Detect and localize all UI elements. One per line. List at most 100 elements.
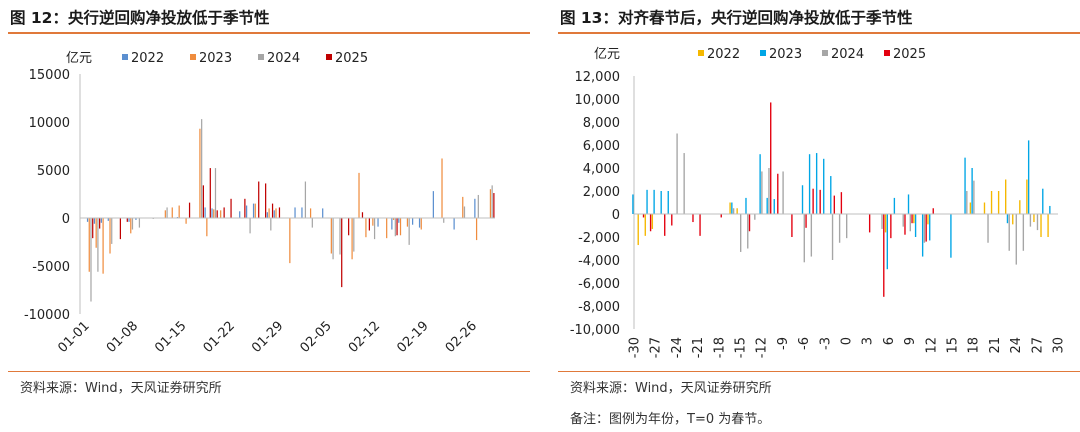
y-axis-unit: 亿元 [66, 51, 92, 66]
bar [637, 214, 639, 246]
y-tick-label: -8,000 [578, 300, 620, 315]
bar [252, 203, 255, 218]
legend-label: 2024 [831, 47, 864, 62]
bar [803, 214, 805, 263]
chart-panel-right: 图 13：对齐春节后，央行逆回购净投放低于季节性 亿元 2022 2023 2024 2… [550, 0, 1080, 432]
x-tick-label: 9 [903, 337, 918, 345]
bar [90, 218, 92, 302]
bar [489, 189, 492, 218]
x-tick-label: -18 [712, 337, 727, 358]
bar [107, 218, 109, 221]
bar [909, 214, 911, 232]
bar [651, 214, 654, 229]
bar [881, 214, 883, 229]
legend-label: 2022 [707, 47, 740, 62]
bar [925, 214, 927, 242]
bar [373, 218, 376, 240]
bar [201, 119, 203, 218]
bar [810, 214, 813, 257]
legend-label: 2022 [131, 51, 164, 66]
bar [164, 210, 166, 218]
y-tick-label: 5000 [37, 164, 70, 179]
bar [92, 218, 94, 239]
bar [332, 218, 334, 260]
y-tick-label: 0 [62, 212, 70, 227]
title-divider [558, 32, 1080, 34]
bar [642, 214, 645, 218]
bar [773, 199, 775, 214]
bar [929, 214, 931, 241]
bar [838, 214, 841, 243]
bar [731, 202, 733, 214]
bar [805, 214, 807, 228]
chart-title: 图 12：央行逆回购净投放低于季节性 [10, 9, 270, 27]
x-tick-label: 6 [882, 337, 897, 345]
source-divider [558, 371, 1080, 372]
x-tick-label: 01-08 [104, 319, 141, 356]
x-tick-label: 27 [1030, 337, 1045, 354]
bar [86, 218, 89, 222]
bar [812, 188, 814, 214]
x-tick-label: 15 [946, 337, 961, 354]
bar [777, 173, 779, 214]
bar [398, 218, 400, 223]
bar [99, 218, 101, 229]
bar [1015, 214, 1017, 265]
bar [720, 214, 722, 218]
bar [412, 218, 414, 225]
bar [932, 208, 934, 214]
bar [386, 218, 388, 239]
y-tick-label: 2,000 [583, 185, 620, 200]
x-tick-label: 18 [967, 337, 982, 354]
bar [372, 218, 374, 226]
x-tick-label: -6 [797, 337, 812, 350]
bar [244, 198, 246, 218]
source-text: 资料来源：Wind，天风证券研究所 [20, 381, 222, 396]
bar [868, 214, 871, 233]
x-tick-label: -21 [691, 337, 706, 358]
bar [846, 214, 848, 239]
bar [1005, 179, 1007, 214]
x-tick-label: 01-22 [201, 319, 238, 356]
bar [1029, 214, 1032, 227]
bar [202, 185, 204, 218]
bar [911, 214, 913, 224]
bar [199, 128, 201, 218]
legend-label: 2023 [769, 47, 802, 62]
bar [914, 214, 917, 237]
y-tick-label: -2,000 [578, 231, 620, 246]
legend-label: 2025 [893, 47, 926, 62]
bar [268, 208, 270, 218]
bar [216, 210, 218, 218]
y-tick-label: 8,000 [583, 116, 620, 131]
bar [1027, 140, 1030, 214]
bar [408, 218, 410, 245]
bar [664, 214, 666, 236]
bar [782, 171, 784, 214]
x-tick-label: -3 [818, 337, 833, 350]
bar [275, 208, 277, 218]
bar [88, 218, 90, 272]
bar [301, 207, 303, 218]
bar [644, 214, 646, 236]
bar [311, 218, 313, 228]
bar [660, 191, 662, 214]
bar [265, 183, 267, 218]
bar [399, 218, 402, 236]
bar [166, 207, 168, 218]
bar [808, 154, 811, 214]
x-tick-label: -12 [755, 337, 770, 358]
chart-canvas: 亿元 2022 2023 2024 2025 12,000 10,000 8,000 6,000… [570, 47, 1067, 358]
x-tick-label: 01-01 [55, 319, 92, 356]
bar [278, 207, 281, 218]
bar [1008, 214, 1010, 251]
bar [761, 171, 763, 214]
bar [768, 168, 770, 214]
bar [304, 181, 307, 218]
legend-swatch [122, 54, 128, 60]
bar [246, 205, 248, 218]
y-tick-label: -6,000 [578, 277, 620, 292]
y-tick-label: 10,000 [575, 93, 621, 108]
bar [258, 181, 260, 218]
bar [840, 192, 843, 214]
